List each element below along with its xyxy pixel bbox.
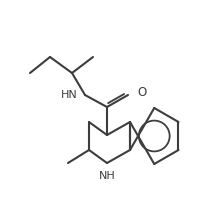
Text: HN: HN (61, 90, 78, 100)
Text: O: O (137, 85, 146, 99)
Text: NH: NH (99, 171, 115, 181)
